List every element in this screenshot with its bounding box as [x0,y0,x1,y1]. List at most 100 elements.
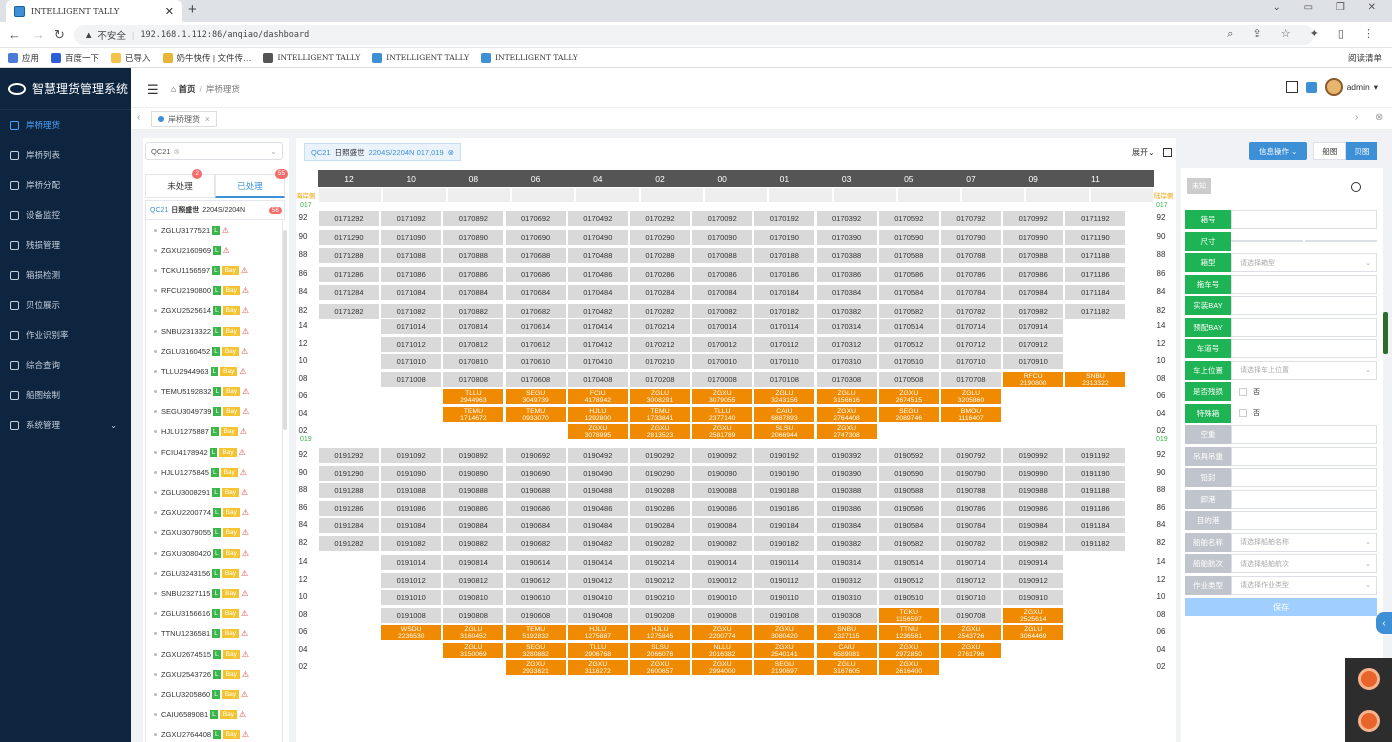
slot-cell[interactable]: 0170910 [1002,353,1065,370]
slot-cell[interactable]: 0190684 [504,517,567,534]
slot-cell[interactable]: 0190110 [753,589,816,606]
text-field[interactable] [1231,210,1377,229]
container-list-item[interactable]: ZGLU3177521 L ⚠ [146,220,282,240]
slot-cell[interactable]: 0190714 [940,554,1002,571]
slot-cell[interactable]: 0171092 [380,210,443,227]
new-tab-icon[interactable]: + [188,1,197,18]
slot-cell[interactable]: 0170712 [940,335,1002,353]
slot-cell[interactable]: 0170008 [691,370,754,388]
slot-cell[interactable]: 0170292 [629,210,691,227]
container-list-item[interactable]: ZGLU3008291 L Bay ⚠ [146,482,282,502]
select-field[interactable]: 请选择车上位置 ⌄ [1231,360,1377,380]
slot-cell[interactable]: 0170190 [753,228,816,246]
info-op-button[interactable]: 信息操作 ⌄ [1249,142,1308,160]
fullscreen-icon[interactable] [1285,81,1298,93]
browser-tab[interactable]: INTELLIGENT TALLY ✕ [6,0,182,22]
clock-icon[interactable] [1351,182,1361,192]
slot-cell[interactable]: 0170192 [753,210,816,227]
voyage-header[interactable]: QC21 日照盛世 2204S/2204N 56 [145,200,285,220]
slot-cell[interactable]: SLSU 2066944 [753,423,816,440]
slot-cell[interactable]: 0190386 [815,499,878,517]
slot-cell[interactable]: 0170084 [691,284,754,301]
slot-cell[interactable]: 0171182 [1064,302,1127,320]
slot-cell[interactable]: 0171008 [380,370,443,388]
slot-cell[interactable]: 0170486 [566,265,629,283]
container-list-item[interactable]: FCIU4178942 L Bay ⚠ [146,442,282,462]
bookmark-item[interactable]: 已导入 [111,52,151,64]
slot-cell[interactable]: 0190310 [815,589,878,606]
tag-close-icon[interactable]: × [205,114,210,124]
sidebar-item[interactable]: 岸桥理货 [0,110,131,140]
slot-cell[interactable]: 0171010 [380,353,443,370]
container-list-item[interactable]: HJLU1275845 L Bay ⚠ [146,462,282,482]
slot-cell[interactable]: 0170508 [877,370,940,388]
slot-cell[interactable]: 0190912 [1002,571,1065,589]
slot-cell[interactable]: 0170310 [815,353,878,370]
slot-cell[interactable]: 0191188 [1064,482,1127,499]
slot-cell[interactable]: 0170612 [504,335,567,353]
slot-cell[interactable]: 0190284 [629,517,691,534]
slot-cell[interactable]: 0170086 [691,265,754,283]
slot-cell[interactable]: ZGXU 2761796 [940,641,1002,659]
slot-cell[interactable]: 0190492 [566,447,629,464]
sidebar-item[interactable]: 贝位展示 [0,290,131,320]
slot-cell[interactable]: 0190610 [504,589,567,606]
slot-cell[interactable]: 0170182 [753,302,816,320]
slot-cell[interactable]: 0190184 [753,517,816,534]
slot-cell[interactable]: ZGXU 2933621 [504,659,567,676]
slot-cell[interactable]: 0170808 [442,370,505,388]
save-button[interactable]: 保存 [1185,598,1377,616]
slot-cell[interactable]: 0190984 [1002,517,1065,534]
slot-cell[interactable]: 0190484 [566,517,629,534]
slot-cell[interactable]: 0170110 [753,353,816,370]
text-field[interactable] [1231,425,1377,444]
slot-cell[interactable]: 0190314 [815,554,878,571]
select-field[interactable]: 请选择作业类型 ⌄ [1231,575,1377,595]
slot-cell[interactable]: 0190986 [1002,499,1065,517]
slot-cell[interactable]: 0190810 [442,589,505,606]
slot-cell[interactable]: 0190590 [877,464,940,482]
slot-cell[interactable]: 0190992 [1002,447,1065,464]
bookmark-item[interactable]: 百度一下 [51,52,99,64]
slot-cell[interactable]: 0170408 [566,370,629,388]
container-list-item[interactable]: ZGXU2525614 L Bay ⚠ [146,301,282,321]
slot-cell[interactable]: 0170488 [566,247,629,264]
slot-cell[interactable]: ZGXU 2994000 [691,659,754,676]
slot-cell[interactable]: 0170010 [691,353,754,370]
forward-icon[interactable]: → [32,27,45,42]
slot-cell[interactable]: 0190588 [877,482,940,499]
slot-cell[interactable]: 0190212 [629,571,691,589]
slot-cell[interactable]: 0170482 [566,302,629,320]
slot-cell[interactable]: 0190686 [504,499,567,517]
slot-cell[interactable]: 0190292 [629,447,691,464]
slot-cell[interactable]: 0170710 [940,353,1002,370]
slot-cell[interactable]: ZGLU 3156616 [815,388,878,405]
slot-cell[interactable]: 0170684 [504,284,567,301]
slot-cell[interactable]: 0170510 [877,353,940,370]
slot-cell[interactable]: 0190192 [753,447,816,464]
slot-cell[interactable]: 0191086 [380,499,443,517]
tag-item[interactable]: 岸桥理货 × [151,111,217,127]
slot-cell[interactable]: 0170708 [940,370,1002,388]
text-field[interactable] [1231,339,1377,358]
container-list-item[interactable]: SEGU3049739 L Bay ⚠ [146,402,282,422]
checkbox[interactable] [1239,387,1247,396]
slot-cell[interactable]: 0170984 [1002,284,1065,301]
slot-cell[interactable]: 0190188 [753,482,816,499]
slot-cell[interactable]: 0170682 [504,302,567,320]
container-list-item[interactable]: ZGXU3079055 L Bay ⚠ [146,523,282,543]
slot-cell[interactable]: 0171012 [380,335,443,353]
sidebar-item[interactable]: 作业识别率 [0,320,131,350]
slot-cell[interactable]: 0191290 [318,464,380,482]
slot-cell[interactable]: 0190214 [629,554,691,571]
slot-cell[interactable]: 0190692 [504,447,567,464]
slot-cell[interactable]: 0190712 [940,571,1002,589]
tab-done[interactable]: 已处理 55 [215,169,288,198]
slot-cell[interactable]: ZGXU 2581789 [691,423,754,440]
size-field[interactable] [1231,232,1377,251]
slot-cell[interactable]: 0170414 [566,318,629,335]
slot-cell[interactable]: 0190982 [1002,534,1065,552]
bay-view-button[interactable]: 贝图 [1346,142,1378,160]
slot-cell[interactable]: HJLU 1292800 [566,405,629,423]
slot-cell[interactable]: 0190614 [504,554,567,571]
